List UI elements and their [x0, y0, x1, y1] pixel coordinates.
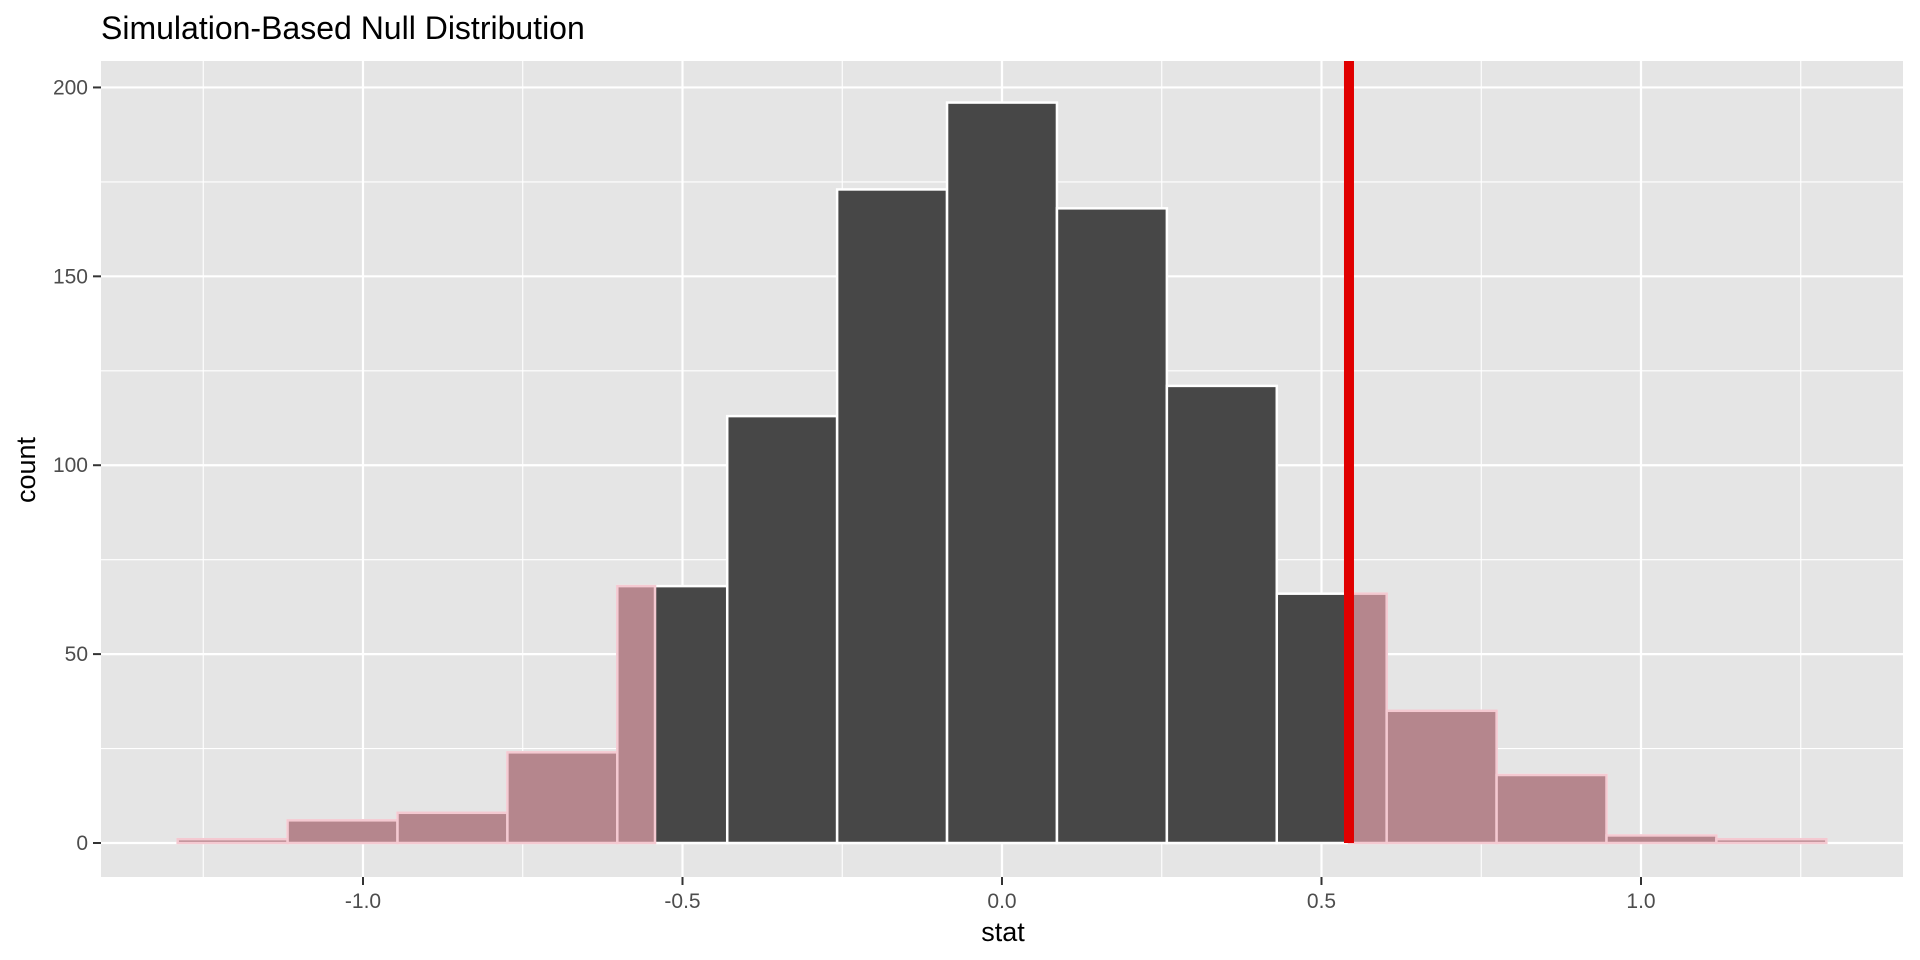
shaded-p-value-region: [176, 584, 1828, 845]
x-tick-label: 0.0: [987, 890, 1016, 913]
y-tick-label: 50: [65, 643, 88, 666]
chart-title: Simulation-Based Null Distribution: [101, 10, 585, 46]
x-tick-label: -0.5: [664, 890, 700, 913]
histogram-bars: [176, 101, 1828, 845]
y-tick-label: 100: [53, 454, 88, 477]
y-tick-label: 150: [53, 265, 88, 288]
histogram-bar-9: [1055, 207, 1169, 845]
y-tick-label: 200: [53, 76, 88, 99]
shaded-bar-3: [396, 811, 509, 845]
x-tick-label: 1.0: [1626, 890, 1655, 913]
shaded-bar-5: [616, 584, 657, 845]
shaded-bar-4: [506, 751, 619, 845]
x-tick-label: -1.0: [345, 890, 381, 913]
histogram-bar-6: [725, 414, 839, 845]
histogram-bar-7: [835, 188, 949, 845]
histogram-bar-10: [1165, 384, 1279, 845]
shaded-bar-1: [176, 837, 289, 845]
shaded-bar-2: [286, 819, 399, 845]
shaded-bar-15: [1715, 837, 1828, 845]
shaded-bar-12: [1385, 709, 1498, 845]
shaded-bar-13: [1495, 773, 1608, 845]
y-tick-label: 0: [76, 832, 88, 855]
x-tick-label: 0.5: [1307, 890, 1336, 913]
histogram-bar-8: [945, 101, 1059, 845]
axis-ticks: -1.0 -0.5 0.0 0.5 1.0 0 50 100 150 200: [53, 76, 1656, 913]
shaded-bar-11: [1347, 592, 1388, 845]
shaded-bar-14: [1605, 834, 1718, 845]
x-axis-title: stat: [981, 917, 1025, 947]
y-axis-title: count: [11, 436, 41, 503]
